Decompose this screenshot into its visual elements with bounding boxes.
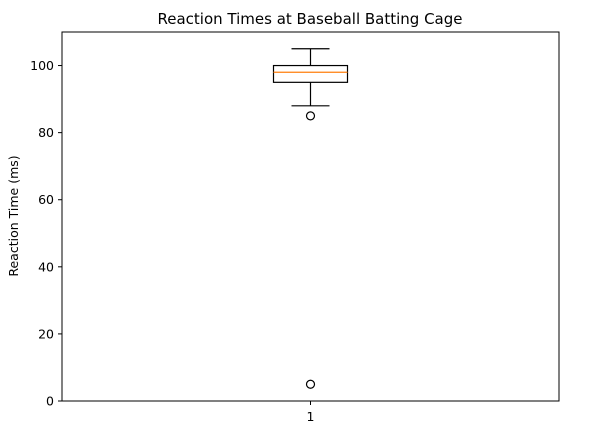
y-tick-label: 100: [30, 58, 54, 73]
y-tick-label: 20: [38, 326, 54, 341]
x-axis: 1: [307, 401, 315, 424]
interquartile-box: [272, 64, 349, 83]
y-tick-label: 60: [38, 192, 54, 207]
y-tick-label: 40: [38, 259, 54, 274]
box-series: [272, 48, 349, 389]
y-tick-label: 0: [46, 394, 54, 409]
outlier-point: [305, 111, 316, 121]
y-axis-label: Reaction Time (ms): [6, 155, 21, 276]
chart-title: Reaction Times at Baseball Batting Cage: [157, 10, 462, 28]
y-axis: 0 20 40 60 80 100: [30, 58, 62, 409]
y-tick-label: 80: [38, 125, 54, 140]
outlier-point: [305, 379, 316, 389]
x-tick-label: 1: [307, 409, 315, 424]
